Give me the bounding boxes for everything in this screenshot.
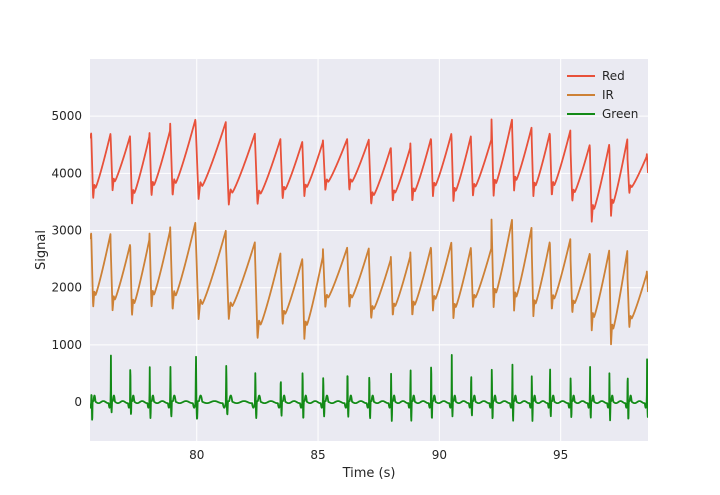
y-tick-label: 3000	[51, 224, 82, 238]
y-tick-label: 2000	[51, 281, 82, 295]
legend-label-red: Red	[602, 69, 625, 83]
y-tick-label: 0	[74, 395, 82, 409]
x-tick-label: 80	[189, 448, 204, 462]
x-axis: 80 85 90 95	[189, 448, 568, 462]
x-tick-label: 85	[310, 448, 325, 462]
y-axis-label: Signal	[34, 230, 49, 270]
legend: Red IR Green	[567, 69, 638, 121]
series-line-green	[90, 353, 648, 422]
x-axis-label: Time (s)	[342, 466, 396, 481]
grid-lines	[90, 59, 648, 441]
legend-label-ir: IR	[602, 88, 614, 102]
series-line-red	[90, 118, 648, 223]
y-tick-label: 1000	[51, 338, 82, 352]
x-tick-label: 90	[432, 448, 447, 462]
y-tick-label: 4000	[51, 166, 82, 180]
series-line-ir	[90, 218, 648, 346]
y-tick-label: 5000	[51, 109, 82, 123]
series-lines	[90, 118, 648, 422]
legend-label-green: Green	[602, 107, 638, 121]
x-tick-label: 95	[553, 448, 568, 462]
y-axis: 0 1000 2000 3000 4000 5000	[51, 109, 82, 409]
